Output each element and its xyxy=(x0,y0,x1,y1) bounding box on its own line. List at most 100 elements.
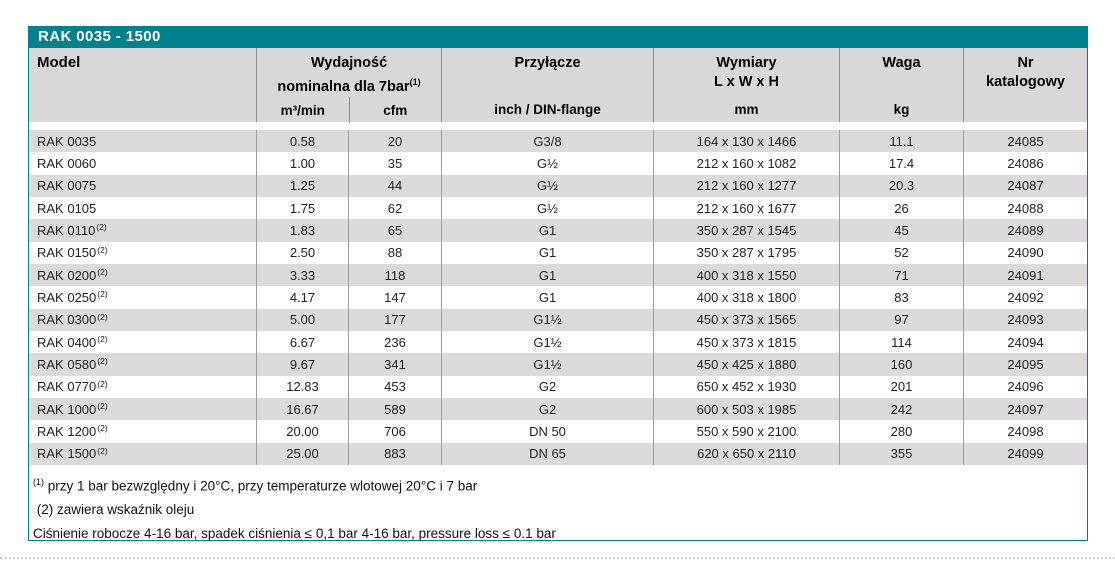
cell-m3min: 16.67 xyxy=(256,397,348,421)
spec-table: RAK 0035 - 1500 Model Wydajność nominaln… xyxy=(28,26,1088,541)
cell-connection: G½ xyxy=(441,174,653,197)
cell-catalog-number: 24095 xyxy=(963,353,1087,376)
table-row: RAK 0300 (2) 5.00 177 G1½ 450 x 373 x 156… xyxy=(29,308,1087,331)
cell-dimensions: 350 x 287 x 1795 xyxy=(653,241,839,264)
cell-model: RAK 0105 xyxy=(37,200,97,216)
table-title-bar: RAK 0035 - 1500 xyxy=(29,26,1087,48)
footnote-1-marker: (1) xyxy=(33,476,44,487)
cell-m3min: 2.50 xyxy=(256,241,348,264)
cell-catalog-number: 24094 xyxy=(963,330,1087,354)
cell-weight: 11.1 xyxy=(839,130,963,153)
cell-connection: G1 xyxy=(441,263,653,287)
cell-weight: 280 xyxy=(839,420,963,443)
cell-dimensions: 550 x 590 x 2100 xyxy=(653,420,839,443)
cell-cfm: 44 xyxy=(348,174,441,197)
cell-weight: 201 xyxy=(839,375,963,398)
table-row: RAK 0150 (2) 2.50 88 G1 350 x 287 x 1795 … xyxy=(29,241,1087,264)
cell-m3min: 6.67 xyxy=(256,330,348,354)
footnote-1: (1) przy 1 bar bezwzględny i 20°C, przy … xyxy=(33,476,478,494)
column-header-capacity: Wydajność nominalna dla 7bar(1) m³/min c… xyxy=(256,48,442,123)
header-weight-unit: kg xyxy=(893,102,910,117)
header-connection-label: Przyłącze xyxy=(514,55,581,71)
cell-m3min: 25.00 xyxy=(256,442,348,465)
cell-m3min: 1.75 xyxy=(256,196,348,220)
table-row: RAK 1200 (2) 20.00 706 DN 50 550 x 590 x … xyxy=(29,420,1087,443)
footnotes: (1) przy 1 bar bezwzględny i 20°C, przy … xyxy=(29,464,1087,541)
table-header: Model Wydajność nominalna dla 7bar(1) m³… xyxy=(29,48,1087,123)
column-header-connection: Przyłącze inch / DIN-flange xyxy=(441,48,653,122)
cell-connection: G1½ xyxy=(441,353,653,376)
cell-connection: G1 xyxy=(441,241,653,264)
table-row: RAK 0250 (2) 4.17 147 G1 400 x 318 x 1800… xyxy=(29,286,1087,309)
cell-model: RAK 0400 (2) xyxy=(37,334,108,350)
header-dimensions-label: Wymiary L x W x H xyxy=(714,55,779,90)
table-row: RAK 1000 (2) 16.67 589 G2 600 x 503 x 198… xyxy=(29,397,1087,421)
cell-weight: 160 xyxy=(839,353,963,376)
cell-model: RAK 0580 (2) xyxy=(37,356,108,372)
column-header-model: Model xyxy=(29,48,256,122)
cell-model: RAK 0770 (2) xyxy=(37,378,108,395)
header-unit-m3min: m³/min xyxy=(280,102,325,118)
header-capacity-label: Wydajność nominalna dla 7bar(1) xyxy=(277,55,421,95)
cell-m3min: 4.17 xyxy=(256,286,348,309)
header-unit-cfm: cfm xyxy=(348,96,442,123)
cell-model: RAK 1000 (2) xyxy=(37,401,108,417)
footnote-2: (2) zawiera wskaźnik oleju xyxy=(33,502,195,518)
cell-m3min: 5.00 xyxy=(256,308,348,331)
cell-weight: 45 xyxy=(839,219,963,242)
cell-weight: 20.3 xyxy=(839,174,963,197)
cell-model: RAK 0035 xyxy=(37,133,97,149)
cell-cfm: 706 xyxy=(348,420,441,443)
cell-model: RAK 0075 xyxy=(37,178,97,194)
cell-m3min: 1.83 xyxy=(256,219,348,242)
header-catalog-label: Nr katalogowy xyxy=(986,55,1065,90)
cell-cfm: 65 xyxy=(348,219,441,242)
cell-m3min: 12.83 xyxy=(256,375,348,398)
cell-model: RAK 1500 (2) xyxy=(37,445,108,462)
cell-cfm: 88 xyxy=(348,241,441,264)
cell-dimensions: 450 x 373 x 1815 xyxy=(653,330,839,354)
cell-catalog-number: 24091 xyxy=(963,263,1087,287)
cell-cfm: 177 xyxy=(348,308,441,331)
column-header-dimensions: Wymiary L x W x H mm xyxy=(653,48,839,122)
cell-dimensions: 620 x 650 x 2110 xyxy=(653,442,839,465)
cell-weight: 71 xyxy=(839,263,963,287)
cell-m3min: 1.25 xyxy=(256,174,348,197)
cell-weight: 26 xyxy=(839,196,963,220)
header-weight-label: Waga xyxy=(882,55,921,71)
cell-model: RAK 0150 (2) xyxy=(37,244,108,261)
cell-connection: G1 xyxy=(441,219,653,242)
cell-m3min: 1.00 xyxy=(256,152,348,175)
cell-connection: G1½ xyxy=(441,330,653,354)
table-body: RAK 0035 0.58 20 G3/8 164 x 130 x 1466 1… xyxy=(29,130,1087,465)
table-row: RAK 0110 (2) 1.83 65 G1 350 x 287 x 1545 … xyxy=(29,219,1087,242)
cell-dimensions: 600 x 503 x 1985 xyxy=(653,397,839,421)
cell-dimensions: 450 x 425 x 1880 xyxy=(653,353,839,376)
cell-m3min: 20.00 xyxy=(256,420,348,443)
cell-catalog-number: 24097 xyxy=(963,397,1087,421)
cell-cfm: 20 xyxy=(348,130,441,153)
cell-weight: 17.4 xyxy=(839,152,963,175)
cell-dimensions: 212 x 160 x 1082 xyxy=(653,152,839,175)
capacity-footnote-marker: (1) xyxy=(409,77,421,87)
page-cut-dotted-line xyxy=(0,557,1115,559)
cell-cfm: 883 xyxy=(348,442,441,465)
cell-catalog-number: 24092 xyxy=(963,286,1087,309)
cell-weight: 83 xyxy=(839,286,963,309)
cell-catalog-number: 24089 xyxy=(963,219,1087,242)
cell-dimensions: 164 x 130 x 1466 xyxy=(653,130,839,153)
column-header-weight: Waga kg xyxy=(839,48,963,122)
cell-catalog-number: 24099 xyxy=(963,442,1087,465)
cell-weight: 242 xyxy=(839,397,963,421)
cell-cfm: 62 xyxy=(348,196,441,220)
header-body-separator xyxy=(29,122,1087,130)
cell-model: RAK 0060 xyxy=(37,155,97,171)
cell-dimensions: 650 x 452 x 1930 xyxy=(653,375,839,398)
cell-cfm: 118 xyxy=(348,263,441,287)
cell-connection: G½ xyxy=(441,152,653,175)
cell-dimensions: 400 x 318 x 1550 xyxy=(653,263,839,287)
cell-catalog-number: 24088 xyxy=(963,196,1087,220)
column-header-catalog: Nr katalogowy xyxy=(963,48,1087,122)
capacity-units-row: m³/min cfm xyxy=(257,96,442,123)
